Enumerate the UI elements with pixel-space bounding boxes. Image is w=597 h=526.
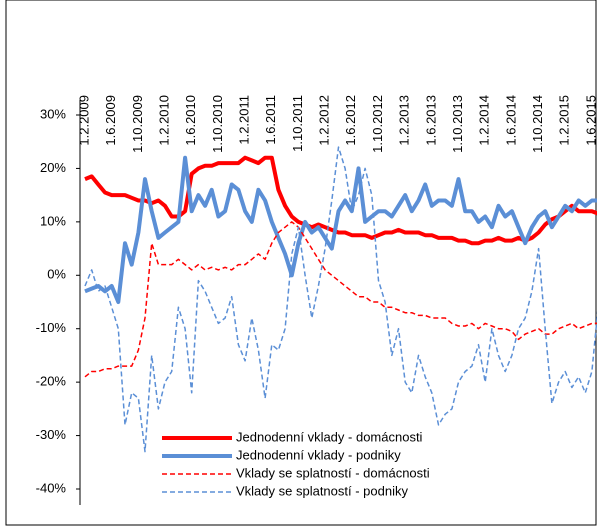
chart-frame <box>5 0 597 526</box>
series-line <box>84 221 597 378</box>
x-tick-label: 1.2.2011 <box>237 95 252 145</box>
x-tick-label: 1.10.2011 <box>290 95 305 152</box>
y-tick-label: 0% <box>47 267 66 282</box>
x-tick-label: 1.10.2012 <box>370 95 385 153</box>
x-tick-label: 1.6.2009 <box>103 95 118 146</box>
y-tick-label: 20% <box>40 160 66 175</box>
y-tick-label: -20% <box>36 374 67 389</box>
series-line <box>84 146 597 453</box>
x-tick-label: 1.2.2013 <box>397 95 412 146</box>
y-tick-label: 10% <box>40 213 66 228</box>
x-tick-label: 1.2.2010 <box>156 95 171 146</box>
x-tick-label: 1.6.2011 <box>263 95 278 145</box>
x-tick-label: 1.10.2013 <box>450 95 465 153</box>
x-tick-label: 1.2.2014 <box>477 95 492 146</box>
x-tick-label: 1.6.2014 <box>503 95 518 146</box>
y-tick-label: 30% <box>40 106 66 121</box>
x-tick-label: 1.10.2010 <box>210 95 225 153</box>
y-tick-label: -30% <box>36 427 67 442</box>
legend-label: Vklady se splatností - podniky <box>236 483 408 498</box>
x-tick-label: 1.6.2015 <box>583 95 597 146</box>
legend-label: Vklady se splatností - domácnosti <box>236 465 430 480</box>
legend-label: Jednodenní vklady - podniky <box>236 447 401 462</box>
x-tick-label: 1.2.2009 <box>76 95 91 146</box>
x-tick-label: 1.6.2012 <box>343 95 358 146</box>
x-tick-label: 1.10.2014 <box>530 95 545 153</box>
series-line <box>84 155 597 304</box>
x-tick-label: 1.10.2009 <box>130 95 145 153</box>
y-tick-label: -10% <box>36 320 67 335</box>
x-tick-label: 1.6.2013 <box>423 95 438 146</box>
legend-label: Jednodenní vklady - domácnosti <box>236 429 423 444</box>
y-tick-label: -40% <box>36 480 67 495</box>
x-tick-label: 1.2.2015 <box>557 95 572 146</box>
x-tick-label: 1.2.2012 <box>317 95 332 146</box>
series-line <box>84 155 597 246</box>
x-tick-label: 1.6.2010 <box>183 95 198 146</box>
